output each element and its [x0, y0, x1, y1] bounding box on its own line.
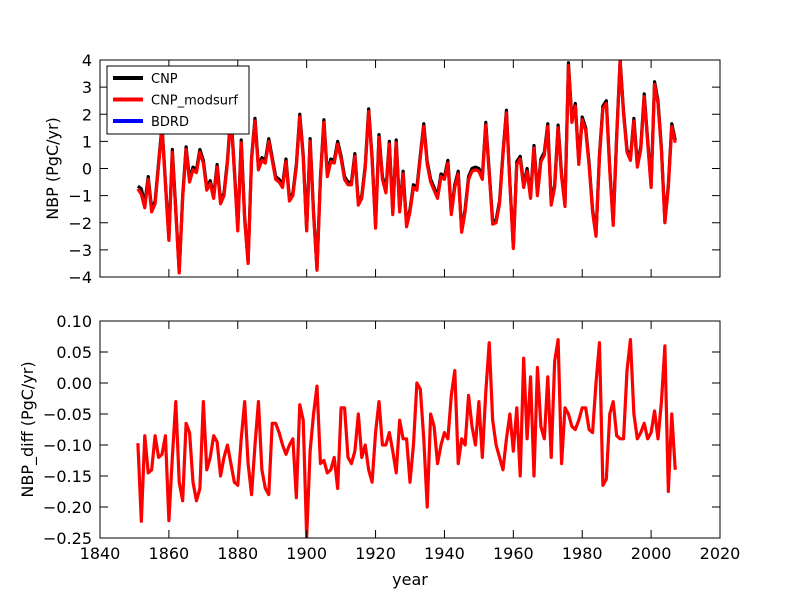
chart-2-ylabel: NBP_diff (PgC/yr) [18, 361, 38, 497]
chart-1-legend-label-2: CNP_modsurf [151, 94, 238, 109]
chart-1-ytick-label: −1 [68, 187, 92, 206]
chart-2-xtick-label: 1840 [80, 544, 121, 563]
chart-2-ytick-label: −0.15 [43, 467, 92, 486]
chart-1-ytick-label: −2 [68, 214, 92, 233]
chart-1-ytick-label: 1 [82, 132, 92, 151]
chart-1-ytick-label: 3 [82, 78, 92, 97]
chart-1-legend-label-1: CNP [151, 72, 178, 87]
chart-2-xtick-label: 1920 [355, 544, 396, 563]
chart-1-legend-label-3: BDRD [151, 115, 189, 130]
chart-2-xtick-label: 1900 [286, 544, 327, 563]
chart-2-ytick-label: −0.25 [43, 529, 92, 548]
chart-1-ytick-label: 4 [82, 51, 92, 70]
chart-2-xtick-label: 2020 [700, 544, 741, 563]
chart-2-series-line-1 [136, 338, 677, 538]
chart-1-ytick-label: 0 [82, 160, 92, 179]
chart-1-series-line-cnp-modsurf [136, 60, 677, 275]
chart-2-ytick-label: −0.05 [43, 405, 92, 424]
chart-2-ytick-label: −0.10 [43, 436, 92, 455]
chart-1-ytick-label: 2 [82, 105, 92, 124]
chart-2-xtick-label: 1980 [562, 544, 603, 563]
chart-2-xtick-label: 1860 [149, 544, 190, 563]
chart-2-ytick-label: 0.10 [56, 312, 92, 331]
chart-2-xtick-label: 1940 [424, 544, 465, 563]
chart-2-xtick-label: 2000 [631, 544, 672, 563]
chart-2-xtick-label: 1960 [493, 544, 534, 563]
chart-2-axes-frame [99, 320, 721, 539]
chart-1-ytick-label: −3 [68, 241, 92, 260]
chart-1-ytick-label: −4 [68, 268, 92, 287]
chart-2-ytick-label: 0.00 [56, 374, 92, 393]
chart-2-xtick-label: 1880 [217, 544, 258, 563]
chart-2-ytick-label: 0.05 [56, 343, 92, 362]
chart-2-xlabel: year [392, 570, 428, 589]
chart-2-ytick-label: −0.20 [43, 498, 92, 517]
chart-1-ylabel: NBP (PgC/yr) [43, 117, 62, 220]
